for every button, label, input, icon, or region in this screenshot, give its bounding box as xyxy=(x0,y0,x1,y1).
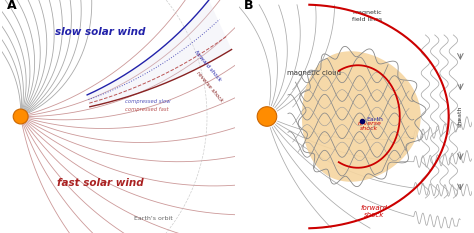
Text: Earth's orbit: Earth's orbit xyxy=(134,216,173,221)
Text: forward
shock: forward shock xyxy=(361,205,388,218)
Text: slow solar wind: slow solar wind xyxy=(55,27,145,37)
Text: fast solar wind: fast solar wind xyxy=(56,178,143,188)
Text: Earth: Earth xyxy=(366,117,383,123)
Text: forward shock: forward shock xyxy=(193,50,222,82)
Text: A: A xyxy=(7,0,16,12)
Circle shape xyxy=(13,109,28,124)
Polygon shape xyxy=(302,51,421,182)
Text: compressed slow: compressed slow xyxy=(126,99,171,103)
Text: magnetic
field lines: magnetic field lines xyxy=(352,10,382,22)
Circle shape xyxy=(257,107,277,126)
Text: sheath: sheath xyxy=(458,106,463,127)
Text: B: B xyxy=(244,0,253,12)
Text: reverse shock: reverse shock xyxy=(195,71,224,103)
Polygon shape xyxy=(87,0,232,107)
Text: reverse
shock: reverse shock xyxy=(357,121,382,131)
Text: magnetic cloud: magnetic cloud xyxy=(287,70,340,75)
Text: compressed fast: compressed fast xyxy=(126,107,169,112)
